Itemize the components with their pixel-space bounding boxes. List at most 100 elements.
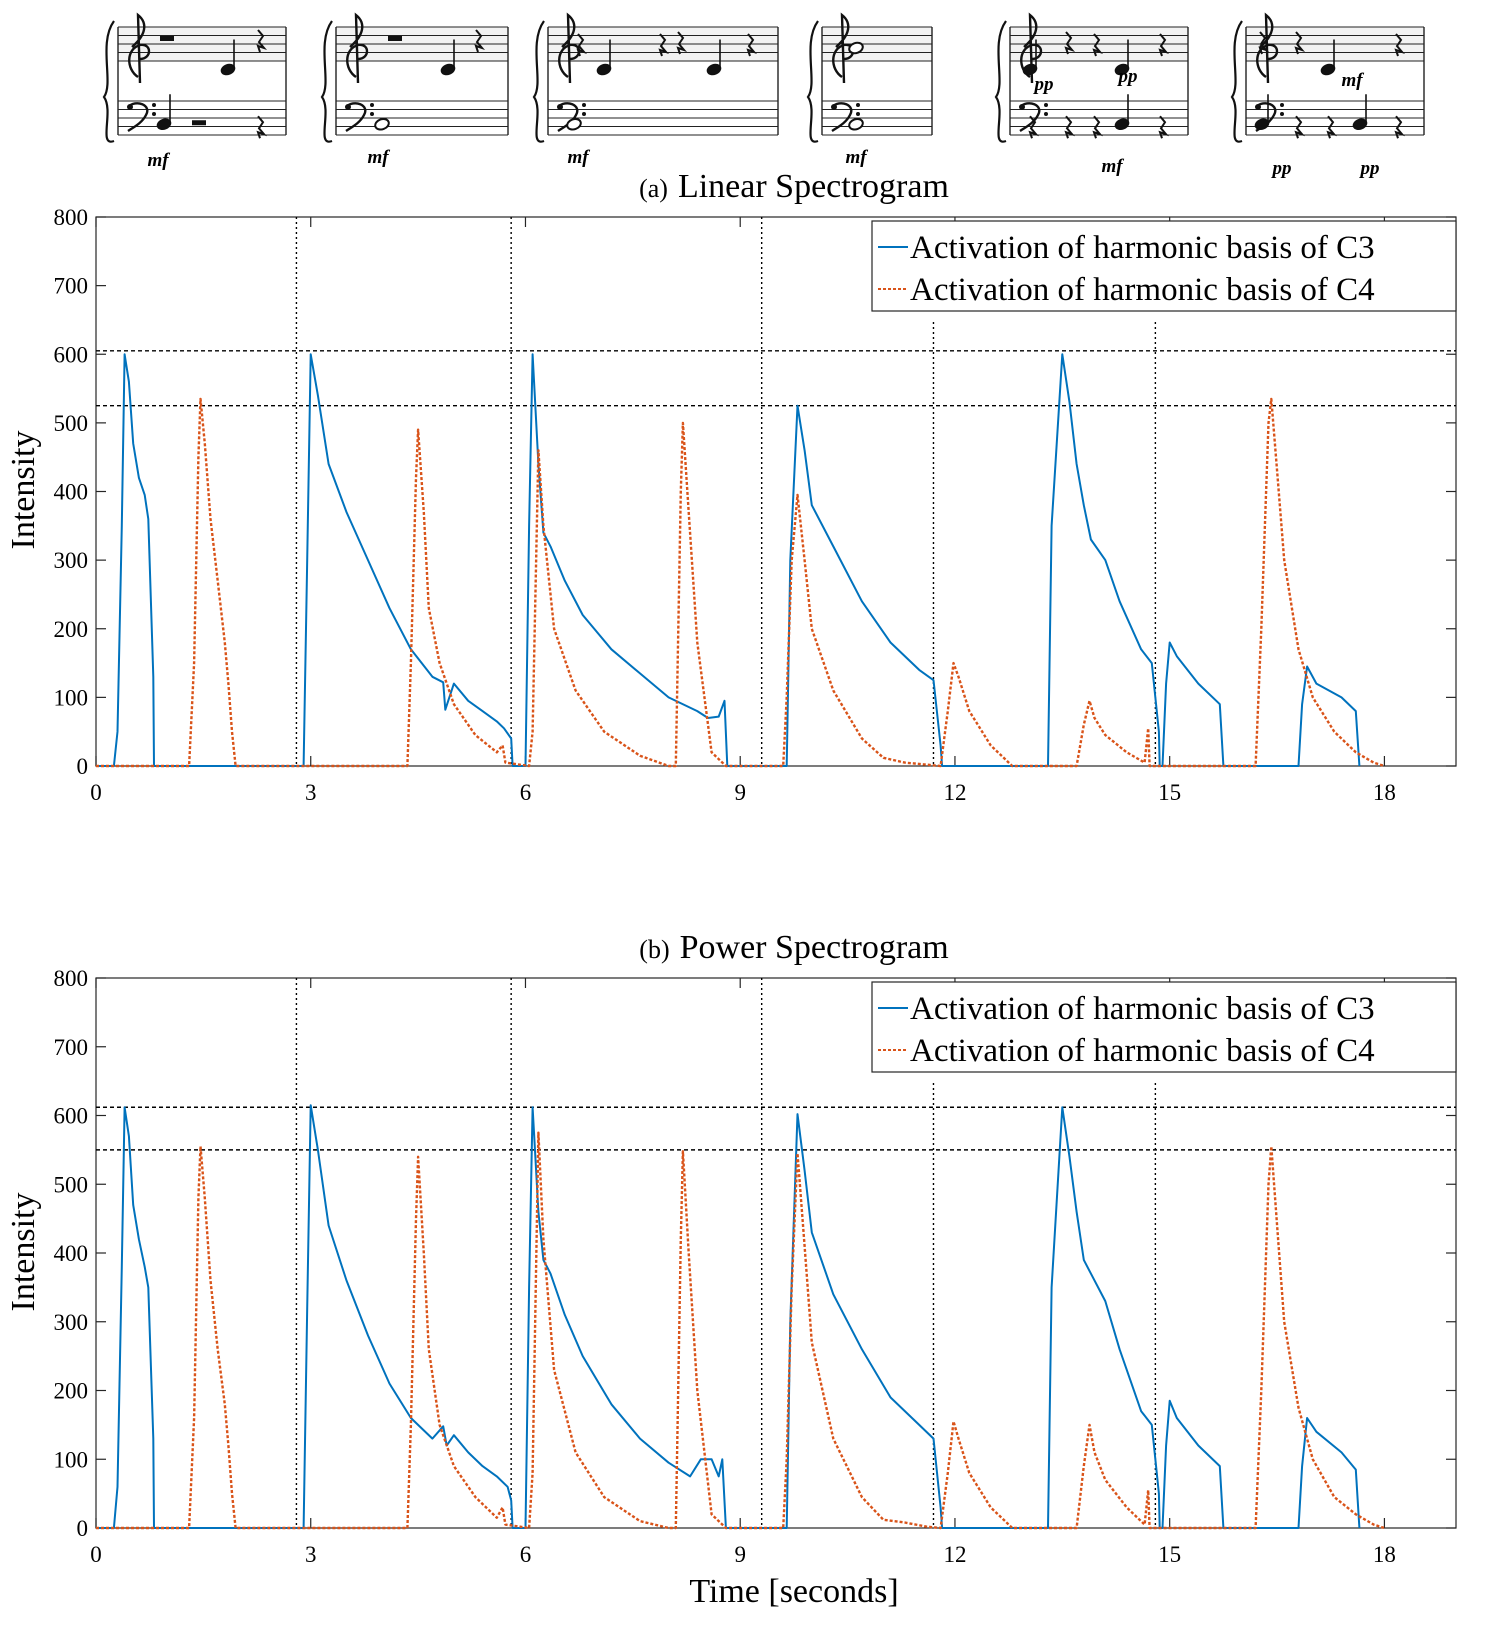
x-tick-label: 9 [734, 1542, 746, 1567]
legend-box [871, 981, 1457, 1073]
music-notation: mf mf mf mf pp pp mf mf pp pp [102, 12, 1425, 179]
dynamic-marking: pp [1033, 74, 1054, 95]
x-tick-label: 0 [90, 1542, 102, 1567]
bass-clef-dot [370, 112, 374, 116]
y-tick-label: 300 [54, 1310, 89, 1335]
bass-clef-head [1019, 104, 1025, 110]
bass-clef-dot [856, 112, 860, 116]
legend-label-c3: Activation of harmonic basis of C3 [910, 230, 1375, 266]
y-tick-label: 200 [54, 1379, 89, 1404]
dynamic-marking: mf [567, 147, 590, 168]
treble-clef [346, 12, 369, 84]
bass-clef-head [345, 104, 351, 110]
y-tick-label: 300 [54, 548, 89, 573]
y-tick-label: 400 [54, 1241, 89, 1266]
bass-clef-dot [582, 103, 586, 107]
rest-symbol [1394, 33, 1406, 57]
panel-title-b: (b) Power Spectrogram [639, 929, 948, 966]
brace [532, 20, 545, 143]
rest-symbol [1158, 115, 1170, 139]
dynamic-marking: mf [1101, 156, 1124, 177]
panel-title-text-a: Linear Spectrogram [678, 168, 949, 205]
rest-symbol [1092, 115, 1104, 139]
x-tick-label: 15 [1158, 1542, 1181, 1567]
x-tick-label: 6 [520, 1542, 532, 1567]
rest-symbol [1294, 31, 1306, 55]
note-head [374, 117, 390, 131]
x-axis-label: Time [seconds] [689, 1573, 898, 1610]
x-tick-label: 18 [1373, 1542, 1396, 1567]
y-tick-label: 400 [54, 480, 89, 505]
y-tick-label: 500 [54, 411, 89, 436]
rest-symbol [256, 29, 268, 53]
treble-clef [558, 12, 581, 84]
dynamic-marking: mf [845, 147, 868, 168]
bass-clef-dot [152, 112, 156, 116]
measure: mf [102, 12, 287, 171]
dynamic-marking: mf [1341, 70, 1364, 91]
bass-clef-dot [1280, 112, 1284, 116]
bass-clef-dot [1280, 103, 1284, 107]
panel-linear-spectrogram: (a) Linear Spectrogram Intensity 0 3 6 9 12 1… [5, 168, 1457, 805]
bass-clef [127, 102, 149, 132]
measure: mf [532, 12, 779, 168]
y-tick-label: 600 [54, 342, 89, 367]
y-tick-label: 200 [54, 617, 89, 642]
measure: pp pp mf [994, 12, 1189, 177]
rest-symbol [388, 36, 402, 41]
rest-symbol [1394, 115, 1406, 139]
bass-clef-head [1255, 104, 1261, 110]
y-tick-label: 0 [77, 754, 89, 779]
y-axis-label-a: Intensity [5, 431, 42, 550]
rest-symbol [658, 33, 670, 57]
brace [994, 20, 1007, 143]
y-tick-label: 700 [54, 1035, 89, 1060]
x-tick-label: 6 [520, 780, 532, 805]
series-line-c4 [96, 1131, 1385, 1530]
rest-symbol [1064, 31, 1076, 55]
treble-clef [128, 12, 151, 84]
x-tick-label: 3 [305, 780, 317, 805]
measure: mf [806, 12, 933, 168]
bass-clef [345, 102, 367, 132]
x-tick-label: 9 [734, 780, 746, 805]
legend-label-c4: Activation of harmonic basis of C4 [910, 272, 1375, 308]
y-tick-label: 800 [54, 966, 89, 991]
measure: mf [320, 12, 509, 168]
note-head [566, 117, 582, 131]
rest-symbol [1028, 115, 1040, 139]
dynamic-marking: pp [1117, 66, 1138, 87]
legend: Activation of harmonic basis of C3 Activa… [871, 220, 1457, 312]
bass-clef-dot [856, 103, 860, 107]
rest-symbol [1158, 33, 1170, 57]
rest-symbol [1092, 33, 1104, 57]
legend-label-c4: Activation of harmonic basis of C4 [910, 1033, 1375, 1069]
rest-symbol [676, 31, 688, 55]
rest-symbol [1294, 115, 1306, 139]
brace [806, 20, 819, 143]
bass-clef [1019, 102, 1041, 132]
rest-symbol [576, 33, 588, 57]
bass-clef [557, 102, 579, 132]
note-head [848, 117, 864, 131]
dynamic-marking: pp [1359, 158, 1380, 179]
panel-power-spectrogram: (b) Power Spectrogram Intensity Time [se… [5, 929, 1457, 1610]
rest-symbol [256, 115, 268, 139]
y-tick-label: 700 [54, 274, 89, 299]
rest-symbol [1064, 115, 1076, 139]
legend-box [871, 220, 1457, 312]
brace [1230, 20, 1243, 143]
bass-clef-dot [152, 103, 156, 107]
bass-clef-dot [1044, 112, 1048, 116]
bass-clef-dot [1044, 103, 1048, 107]
measure: mf pp pp [1230, 12, 1425, 179]
legend: Activation of harmonic basis of C3 Activa… [871, 981, 1457, 1073]
y-tick-label: 600 [54, 1104, 89, 1129]
bass-clef-head [557, 104, 563, 110]
note-head [848, 41, 864, 55]
panel-title-tag-b: (b) [639, 935, 669, 964]
x-tick-label: 0 [90, 780, 102, 805]
panel-title-a: (a) Linear Spectrogram [639, 168, 949, 205]
bass-clef-dot [370, 103, 374, 107]
dynamic-marking: pp [1271, 158, 1292, 179]
